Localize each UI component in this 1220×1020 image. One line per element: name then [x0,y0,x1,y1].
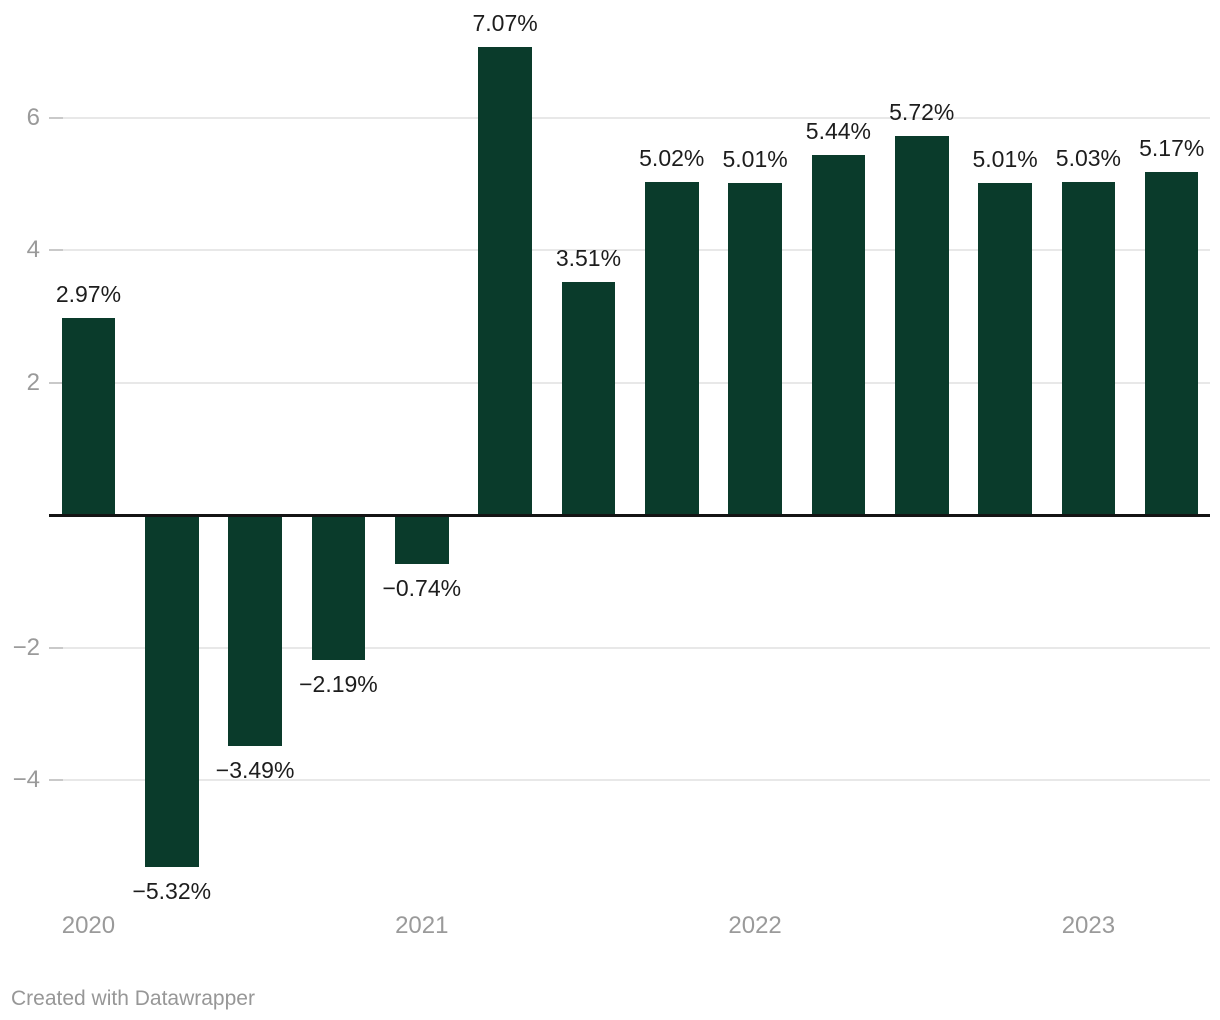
bar-value-label: −5.32% [132,878,212,905]
bar[interactable] [395,515,449,565]
bar[interactable] [145,515,199,868]
y-tick-label: 4 [26,236,40,263]
bar-value-label: 5.72% [889,99,955,126]
y-tick-label: −2 [12,633,40,661]
bar-value-label: −3.49% [215,757,295,784]
y-tick-label: 6 [26,103,40,131]
bar[interactable] [1144,172,1199,515]
y-axis-tick [49,116,63,119]
x-tick-label: 2023 [1061,912,1116,939]
zero-baseline [49,514,1210,517]
y-gridline [49,116,1210,119]
y-axis-tick [49,646,63,649]
y-tick-label: 2 [26,368,40,396]
bar[interactable] [228,515,282,747]
bar[interactable] [311,515,366,661]
bar[interactable] [811,154,866,515]
bar[interactable] [645,182,699,515]
bar[interactable] [728,183,782,515]
bar-value-label: 5.44% [805,117,872,144]
y-axis-tick [49,249,63,251]
x-tick-label: 2022 [728,912,782,939]
bar-value-label: 5.17% [1139,135,1205,162]
bar[interactable] [478,46,532,515]
y-gridline [49,249,1210,251]
bar[interactable] [1061,181,1116,515]
bar-value-label: 5.02% [639,145,705,172]
bar-value-label: 5.01% [722,146,788,173]
bar-value-label: −2.19% [299,671,378,698]
y-tick-label: −4 [12,766,40,793]
bar-value-label: −0.74% [382,575,462,602]
y-axis-tick [49,381,63,384]
datawrapper-credit-link[interactable]: Created with Datawrapper [11,987,255,1010]
y-gridline [49,381,1210,384]
bar[interactable] [978,183,1032,515]
bar[interactable] [561,282,616,515]
bar-value-label: 3.51% [555,245,622,272]
x-tick-label: 2020 [61,912,116,939]
y-axis-tick [49,779,63,781]
y-gridline [49,779,1210,781]
bar[interactable] [61,318,116,515]
bar-value-label: 7.07% [472,9,538,36]
y-gridline [49,646,1210,649]
x-tick-label: 2021 [395,912,449,939]
bar[interactable] [895,136,949,515]
bar-value-label: 5.03% [1055,144,1122,171]
bar-value-label: 5.01% [972,146,1038,173]
bar-value-label: 2.97% [55,281,122,308]
